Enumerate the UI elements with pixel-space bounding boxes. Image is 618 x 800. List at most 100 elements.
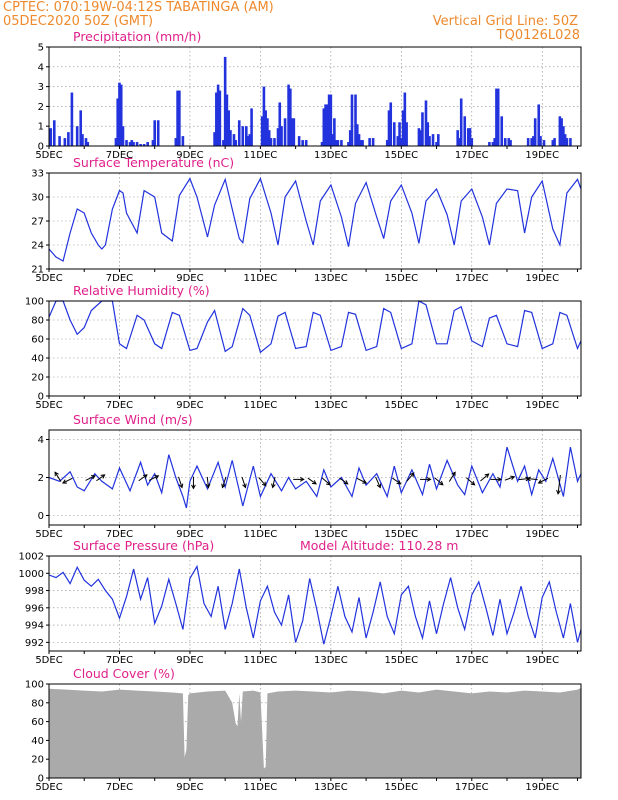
precip-bar xyxy=(218,90,222,146)
precip-bar xyxy=(146,142,149,146)
precip-bar xyxy=(493,138,496,146)
precip-bar xyxy=(500,116,504,146)
precip-bar xyxy=(237,120,241,146)
precip-bar xyxy=(401,110,405,146)
x-tick-label: 19DEC xyxy=(525,782,559,793)
press-line xyxy=(48,564,582,645)
panel-wind: 0 2 4 5DEC 7DEC 9DEC 11DEC 13DEC 15DEC 17DEC 19DEC… xyxy=(35,412,582,540)
precip-bar xyxy=(398,122,401,146)
precip-bar xyxy=(287,84,290,146)
precip-bar xyxy=(63,138,67,146)
y-tick-label: 30 xyxy=(31,193,44,204)
precip-bar xyxy=(174,138,178,146)
y-tick-label: 998 xyxy=(25,586,44,597)
precip-bar xyxy=(361,140,364,146)
x-tick-label: 7DEC xyxy=(106,150,133,161)
y-tick-label: 20 xyxy=(31,373,44,384)
precip-bar xyxy=(565,138,569,146)
precip-bar xyxy=(267,130,271,146)
precip-bar xyxy=(128,142,132,146)
precip-bar xyxy=(424,100,428,146)
precip-bar xyxy=(396,136,400,146)
x-tick-label: 17DEC xyxy=(455,150,489,161)
grid-note: Vertical Grid Line: 50Z xyxy=(433,14,578,29)
wind-arrow xyxy=(148,475,159,481)
panels: 0 1 2 3 4 5 5DEC 7DEC 9DEC 11DEC 13DEC 15DEC 17DEC 19… xyxy=(19,29,582,793)
wind-arrow xyxy=(466,477,475,486)
y-tick-label: 33 xyxy=(31,169,44,180)
panel-rh: 0 20 40 60 80 100 5DEC 7DEC 9DEC 11DEC 13DEC 15DEC 1… xyxy=(25,283,582,411)
panel-title: Precipitation (mm/h) xyxy=(73,29,201,44)
precip-bar xyxy=(116,98,120,146)
wind-arrow xyxy=(480,473,489,482)
precip-bar xyxy=(456,130,459,146)
precip-bar xyxy=(463,116,467,146)
wind-arrow-head xyxy=(261,481,267,487)
x-tick-label: 19DEC xyxy=(525,400,559,411)
wind-arrow-head xyxy=(271,483,276,489)
x-tick-label: 5DEC xyxy=(35,273,62,284)
wind-arrow-head xyxy=(90,475,96,480)
panel-temp: 21 24 27 30 33 5DEC 7DEC 9DEC 11DEC 13DEC 15DEC 17D… xyxy=(31,155,582,284)
precip-bar xyxy=(553,138,556,146)
wind-arrow-head xyxy=(470,480,476,486)
precip-bar xyxy=(503,138,507,146)
panel-title: Relative Humidity (%) xyxy=(73,283,210,298)
precip-bar xyxy=(269,138,273,146)
x-tick-label: 11DEC xyxy=(244,529,278,540)
precip-bar xyxy=(181,136,185,146)
x-tick-label: 13DEC xyxy=(314,782,348,793)
wind-arrow xyxy=(241,476,246,488)
wind-arrow-head xyxy=(62,479,67,484)
x-tick-label: 9DEC xyxy=(176,400,203,411)
precip-bar xyxy=(569,138,572,146)
wind-arrow xyxy=(504,476,515,481)
x-tick-label: 19DEC xyxy=(525,150,559,161)
wind-arrow-head xyxy=(154,475,160,480)
precip-bar xyxy=(419,130,422,146)
precip-bar xyxy=(119,84,123,146)
y-tick-label: 4 xyxy=(38,435,44,446)
panel-frame xyxy=(48,555,582,652)
y-tick-label: 80 xyxy=(31,698,44,709)
wind-arrow xyxy=(527,478,538,481)
y-tick-label: 60 xyxy=(31,717,44,728)
panel-cloud: 0 20 40 60 80 100 5DEC 7DEC 9DEC 11DEC 13DEC 15DEC 1… xyxy=(25,666,582,793)
precip-bar xyxy=(327,94,331,146)
precip-bar xyxy=(368,138,371,146)
panel-title: Surface Temperature (nC) xyxy=(73,155,234,170)
precip-bar xyxy=(562,126,565,146)
x-tick-label: 17DEC xyxy=(455,782,489,793)
wind-arrow xyxy=(54,471,62,482)
x-tick-label: 13DEC xyxy=(314,529,348,540)
precip-bar xyxy=(350,94,354,146)
wind-arrow-head xyxy=(242,483,247,489)
wind-arrow xyxy=(62,477,73,484)
wind-arrow-head xyxy=(142,474,148,479)
wind-arrow xyxy=(221,476,227,488)
precip-bar xyxy=(403,92,407,146)
wind-arrow-head xyxy=(451,471,456,477)
wind-arrow xyxy=(85,475,96,481)
precip-bar xyxy=(58,136,61,146)
y-tick-label: 992 xyxy=(25,638,44,649)
y-tick-label: 5 xyxy=(38,43,44,54)
x-tick-label: 19DEC xyxy=(525,529,559,540)
precip-bar xyxy=(428,136,431,146)
x-tick-label: 7DEC xyxy=(106,400,133,411)
wind-arrow xyxy=(406,472,415,482)
init-time: 05DEC2020 50Z (GMT) xyxy=(3,14,153,29)
precip-bar xyxy=(153,120,156,146)
wind-arrow xyxy=(96,474,105,482)
precip-bar xyxy=(216,84,220,146)
precip-bar xyxy=(79,110,83,146)
precip-bar xyxy=(142,144,146,146)
precip-bar xyxy=(532,136,535,146)
x-tick-label: 7DEC xyxy=(106,529,133,540)
precip-bar xyxy=(509,140,512,146)
precip-bar xyxy=(246,136,250,146)
wind-arrow xyxy=(392,477,401,485)
model-code: TQ0126L028 xyxy=(496,28,580,43)
wind-arrow xyxy=(307,477,317,485)
x-tick-label: 19DEC xyxy=(525,655,559,666)
